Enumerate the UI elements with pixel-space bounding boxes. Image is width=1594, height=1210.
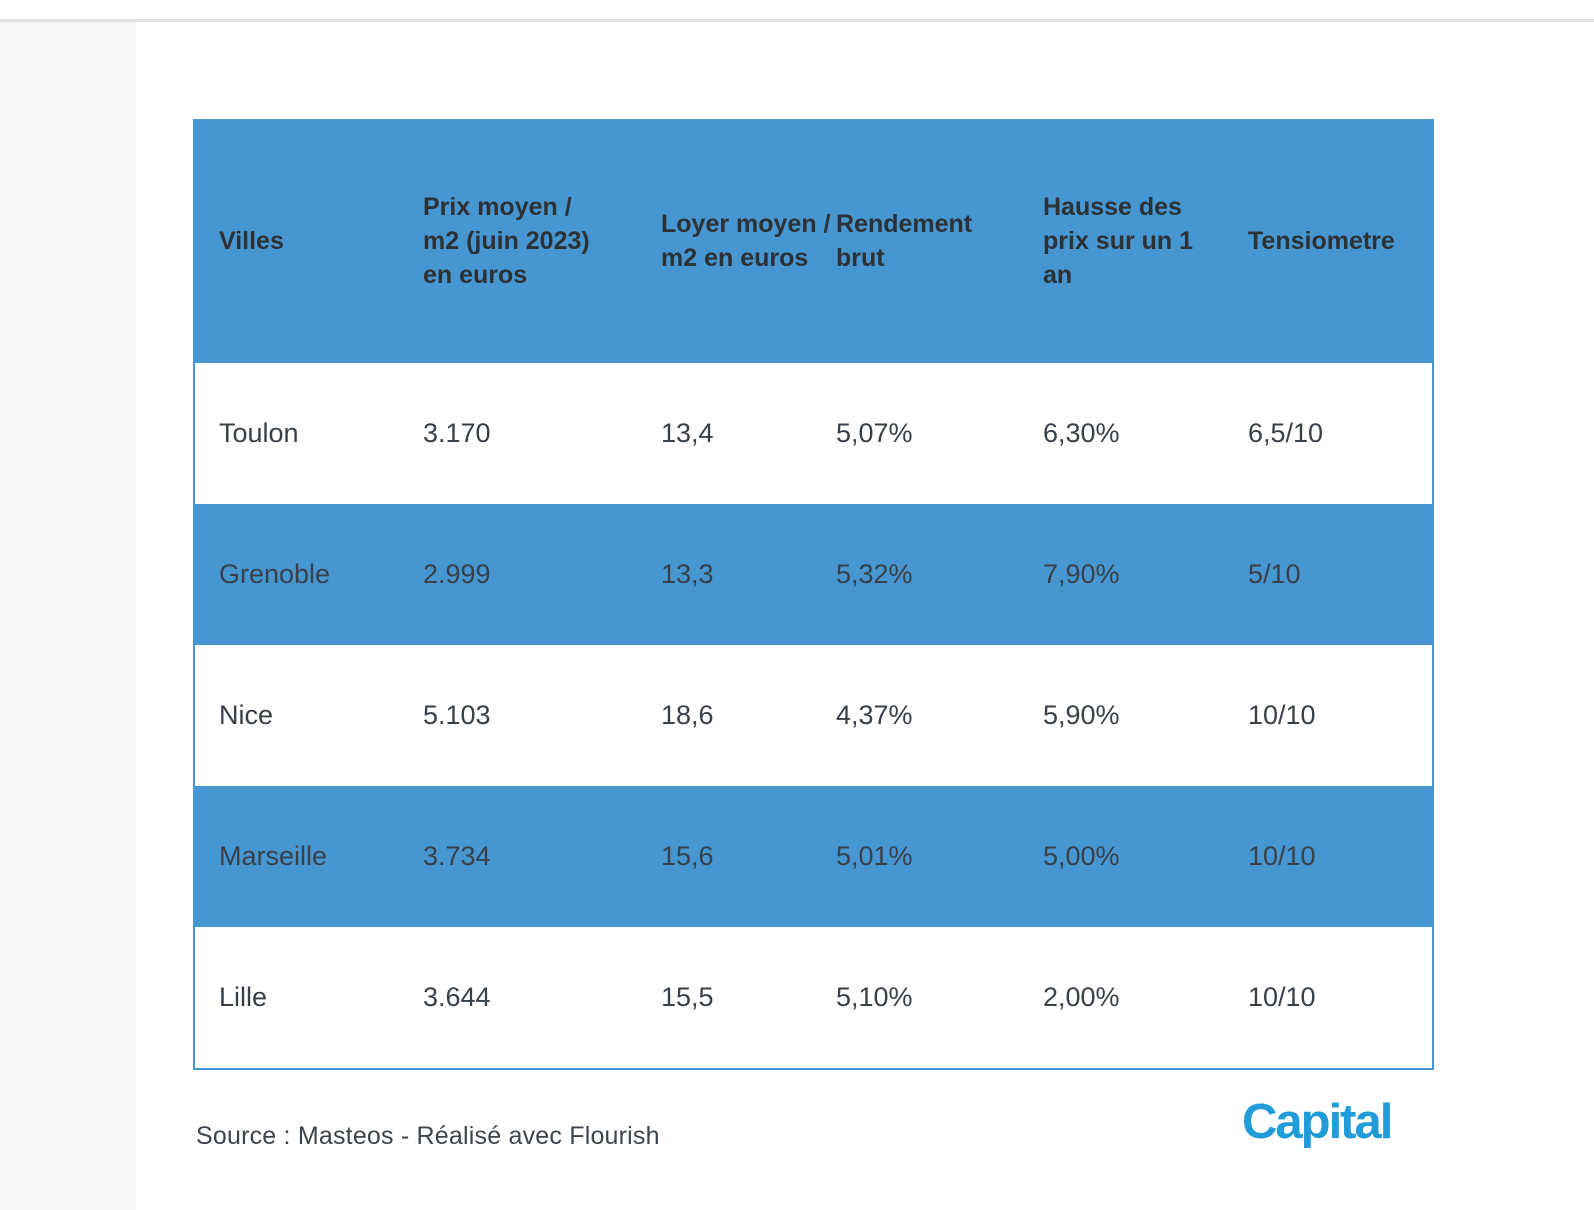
cell-hausse-prix: 2,00% — [1043, 982, 1120, 1012]
cell-rendement-brut: 5,07% — [836, 418, 913, 448]
column-header-villes: Villes — [195, 224, 399, 258]
cell-rendement-brut: 5,10% — [836, 982, 913, 1012]
column-header-loyer-moyen: Loyer moyen / m2 en euros — [637, 207, 831, 275]
column-header-line: Loyer moyen / — [661, 210, 831, 238]
cell-prix-moyen: 2.999 — [423, 559, 491, 589]
cell-prix-moyen: 3.734 — [423, 841, 491, 871]
cell-loyer-moyen: 18,6 — [661, 700, 714, 730]
column-header-line: an — [1043, 261, 1073, 289]
table-header-row: Villes Prix moyen / m2 (juin 2023) en eu… — [193, 119, 1434, 363]
cell-rendement-brut: 5,01% — [836, 841, 913, 871]
data-table: Villes Prix moyen / m2 (juin 2023) en eu… — [193, 119, 1434, 1070]
column-header-line: m2 (juin 2023) — [423, 227, 590, 255]
cell-ville: Marseille — [219, 841, 328, 871]
cell-loyer-moyen: 15,5 — [661, 982, 714, 1012]
source-credit-text: Source : Masteos - Réalisé avec Flourish — [196, 1122, 660, 1150]
cell-ville: Toulon — [219, 418, 299, 448]
column-header-line: Prix moyen / — [423, 193, 572, 221]
cell-hausse-prix: 7,90% — [1043, 559, 1120, 589]
column-header-line: Hausse des — [1043, 193, 1182, 221]
cell-hausse-prix: 6,30% — [1043, 418, 1120, 448]
cell-ville: Lille — [219, 982, 268, 1012]
cell-prix-moyen: 3.170 — [423, 418, 491, 448]
flourish-table-visualization: Villes Prix moyen / m2 (juin 2023) en eu… — [193, 119, 1434, 1070]
cell-hausse-prix: 5,00% — [1043, 841, 1120, 871]
column-header-line: Rendement — [836, 210, 973, 238]
column-header-line: brut — [836, 244, 885, 272]
column-header-line: m2 en euros — [661, 244, 809, 272]
cell-tensiometre: 10/10 — [1248, 700, 1316, 730]
page-top-divider — [0, 19, 1594, 22]
column-header-rendement-brut: Rendement brut — [812, 207, 1019, 275]
table-row-lille: Lille 3.644 15,5 5,10% 2,00% 10/10 — [195, 927, 1432, 1068]
cell-tensiometre: 6,5/10 — [1248, 418, 1324, 448]
cell-rendement-brut: 5,32% — [836, 559, 913, 589]
cell-ville: Nice — [219, 700, 274, 730]
column-header-hausse-prix: Hausse des prix sur un 1 an — [1019, 190, 1224, 292]
cell-loyer-moyen: 15,6 — [661, 841, 714, 871]
cell-loyer-moyen: 13,3 — [661, 559, 714, 589]
table-row-nice: Nice 5.103 18,6 4,37% 5,90% 10/10 — [195, 645, 1432, 786]
column-header-line: en euros — [423, 261, 528, 289]
cell-tensiometre: 5/10 — [1248, 559, 1301, 589]
cell-hausse-prix: 5,90% — [1043, 700, 1120, 730]
column-header-line: Villes — [219, 227, 284, 255]
cell-rendement-brut: 4,37% — [836, 700, 913, 730]
table-row-grenoble: Grenoble 2.999 13,3 5,32% 7,90% 5/10 — [193, 504, 1434, 645]
sidebar-panel — [0, 22, 136, 1210]
cell-ville: Grenoble — [219, 559, 331, 589]
column-header-line: prix sur un 1 — [1043, 227, 1194, 255]
column-header-line: Tensiometre — [1248, 227, 1395, 255]
capital-logo: Capital — [1242, 1095, 1393, 1149]
cell-prix-moyen: 3.644 — [423, 982, 491, 1012]
cell-prix-moyen: 5.103 — [423, 700, 491, 730]
table-row-toulon: Toulon 3.170 13,4 5,07% 6,30% 6,5/10 — [195, 363, 1432, 504]
column-header-prix-moyen: Prix moyen / m2 (juin 2023) en euros — [399, 190, 637, 292]
table-row-marseille: Marseille 3.734 15,6 5,01% 5,00% 10/10 — [193, 786, 1434, 927]
cell-loyer-moyen: 13,4 — [661, 418, 714, 448]
column-header-tensiometre: Tensiometre — [1224, 224, 1432, 258]
cell-tensiometre: 10/10 — [1248, 982, 1316, 1012]
cell-tensiometre: 10/10 — [1248, 841, 1316, 871]
